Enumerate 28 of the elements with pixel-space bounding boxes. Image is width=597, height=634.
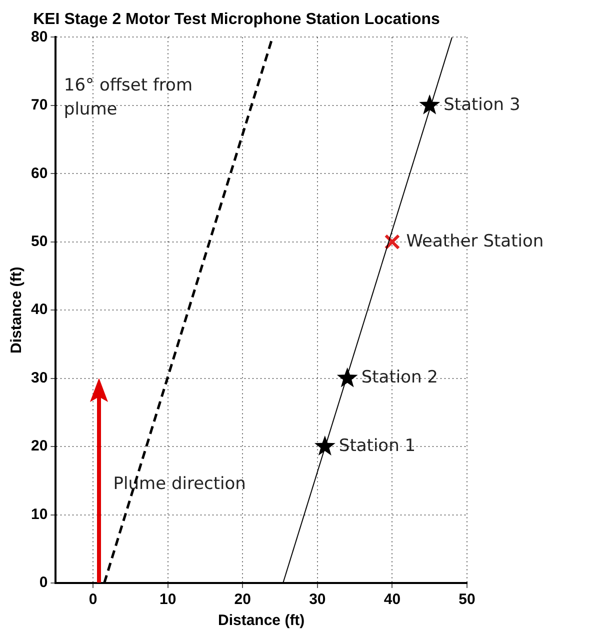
y-tick-label: 70 — [30, 96, 48, 114]
point — [419, 94, 440, 114]
point — [384, 234, 400, 250]
x-tick-label: 0 — [88, 591, 98, 608]
series-label: Station 2 — [361, 368, 438, 388]
y-tick-label: 10 — [30, 506, 48, 523]
y-axis-title: Distance (ft) — [8, 266, 26, 354]
annotation: Plume direction — [113, 474, 246, 494]
y-tick-label: 40 — [30, 301, 48, 318]
chart-title: KEI Stage 2 Motor Test Microphone Station Locations — [33, 11, 440, 28]
y-tick-label: 80 — [30, 28, 48, 46]
x-tick-label: 20 — [234, 591, 251, 608]
y-tick-label: 20 — [30, 438, 48, 455]
y-tick-label: 0 — [39, 574, 48, 592]
x-tick-label: 10 — [160, 591, 176, 608]
x-tick-label: 40 — [384, 591, 401, 608]
x-axis-title: Distance (ft) — [218, 612, 305, 630]
y-tick-label: 50 — [30, 233, 48, 250]
series-label: Weather Station — [406, 231, 544, 252]
point — [336, 367, 358, 388]
y-tick-label: 60 — [30, 164, 48, 182]
point — [314, 436, 336, 456]
y-tick-label: 30 — [30, 369, 48, 386]
x-tick-label: 30 — [309, 591, 326, 608]
series-label: Station 1 — [338, 436, 416, 456]
x-tick-label: 50 — [458, 591, 476, 608]
series-label: Station 3 — [444, 94, 520, 115]
annotation: 16° offset from plume — [64, 76, 193, 120]
